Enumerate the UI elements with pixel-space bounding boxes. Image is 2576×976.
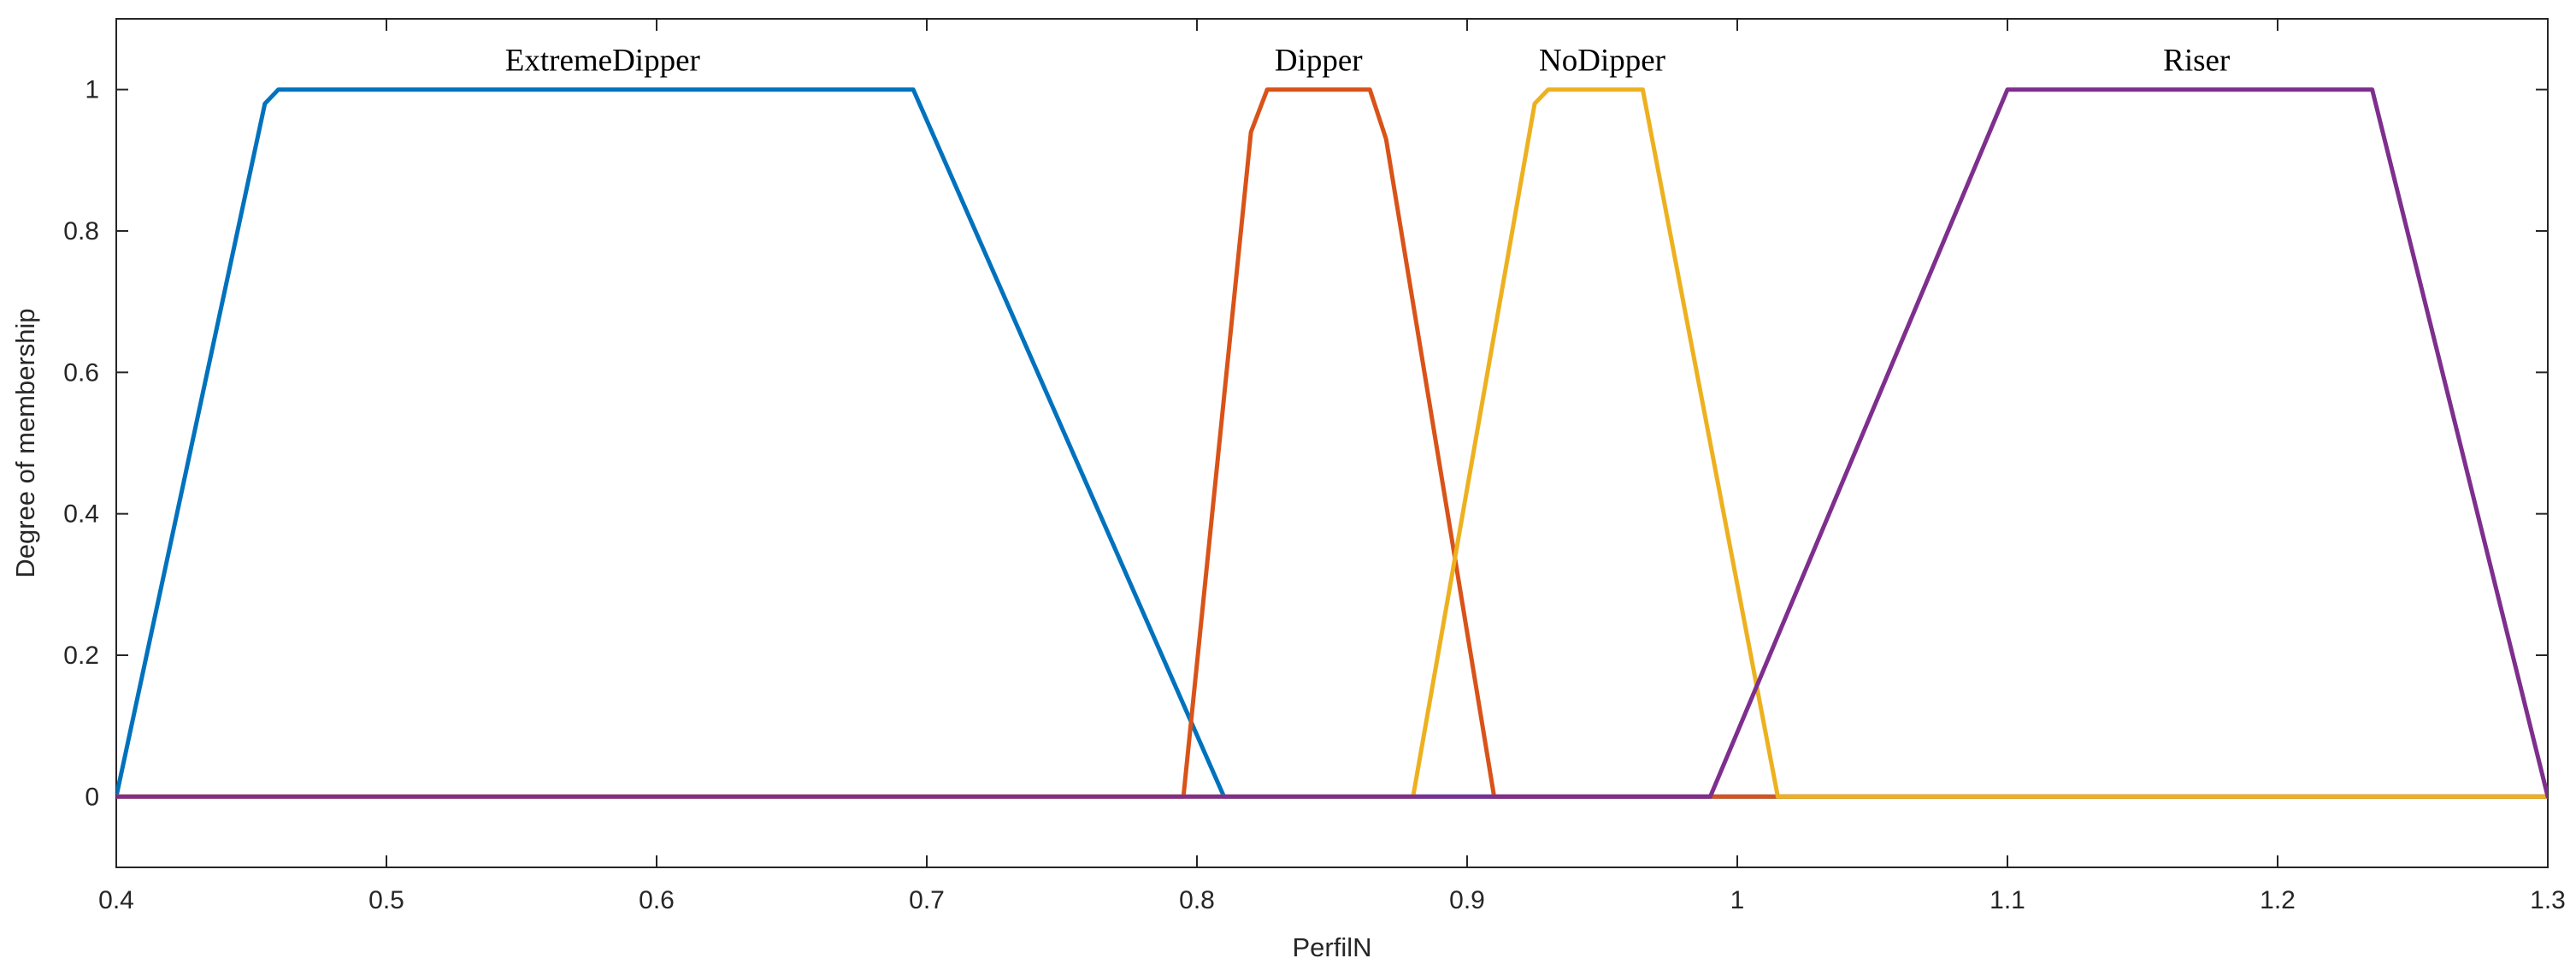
series-line-riser	[116, 87, 2548, 799]
series-label-nodipper: NoDipper	[1539, 44, 1665, 79]
x-tick-label: 0.8	[1179, 886, 1215, 914]
plot-frame	[115, 18, 2549, 868]
y-tick-label: 0	[85, 783, 99, 811]
x-tick-label: 0.9	[1449, 886, 1485, 914]
x-tick-label: 0.4	[98, 886, 134, 914]
plot-area: 0.4 0.5 0.6 0.7 0.8 0.9 1 1.1 1.2 1.3 0 0.2 0.4 0.6 0.…	[63, 18, 2566, 914]
y-tick-label: 0.6	[63, 358, 99, 387]
series-label-riser: Riser	[2163, 44, 2230, 79]
series-label-extremedipper: ExtremeDipper	[505, 44, 700, 79]
y-tick-label: 0.2	[63, 642, 99, 670]
x-tick-label: 1.2	[2260, 886, 2296, 914]
y-tick-label: 0.8	[63, 217, 99, 245]
y-axis-title: Degree of membership	[10, 308, 40, 577]
y-tick-label: 0.4	[63, 500, 99, 529]
x-tick-label: 1.1	[1989, 886, 2025, 914]
series-group	[116, 87, 2548, 799]
series-label-dipper: Dipper	[1275, 44, 1363, 79]
x-tick-label: 1	[1730, 886, 1745, 914]
x-axis-title: PerfilN	[1292, 932, 1371, 962]
series-line-extremedipper	[116, 87, 2548, 799]
series-line-dipper	[116, 87, 2548, 799]
series-line-nodipper	[116, 87, 2548, 799]
x-tick-label: 0.7	[909, 886, 945, 914]
y-tick-label: 1	[85, 76, 99, 104]
x-tick-label: 0.5	[368, 886, 404, 914]
x-tick-label: 0.6	[639, 886, 675, 914]
x-tick-label: 1.3	[2530, 886, 2566, 914]
